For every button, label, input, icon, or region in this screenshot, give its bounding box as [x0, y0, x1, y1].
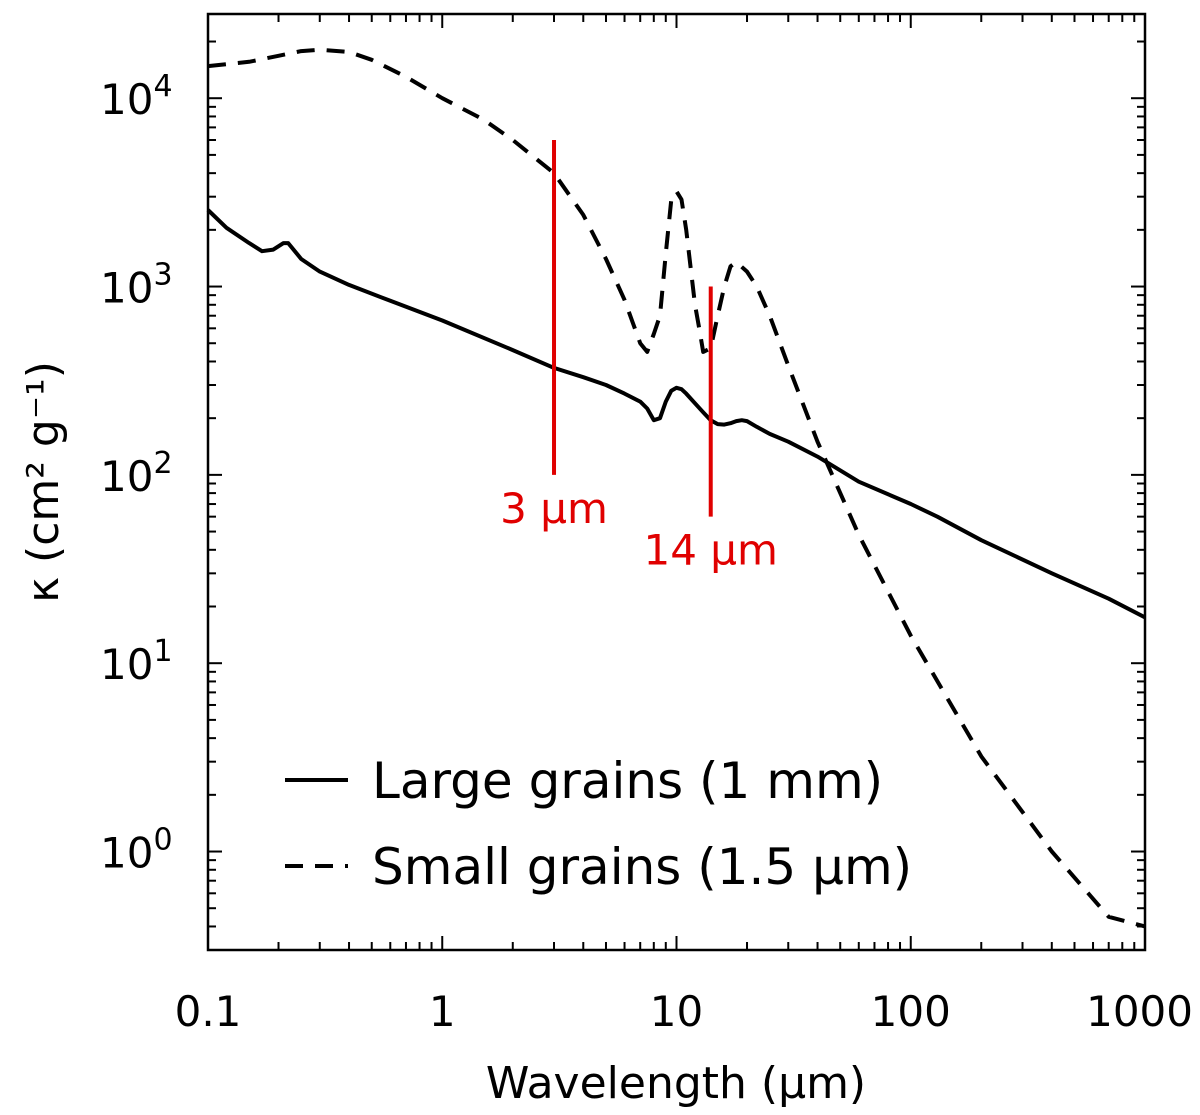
y-tick-label: 101 — [100, 634, 173, 689]
series-line-large-grains — [206, 208, 1146, 620]
x-tick-label: 1000 — [1086, 987, 1193, 1036]
legend-label-large-grains: Large grains (1 mm) — [372, 752, 883, 810]
marker-label: 3 μm — [500, 484, 608, 533]
y-tick-label: 104 — [100, 69, 173, 124]
x-tick-label: 0.1 — [175, 987, 242, 1036]
y-tick-label: 103 — [100, 258, 173, 313]
y-tick-label: 102 — [100, 446, 173, 501]
x-tick-label: 10 — [650, 987, 703, 1036]
x-axis-label: Wavelength (μm) — [486, 1058, 866, 1109]
legend: Large grains (1 mm) Small grains (1.5 μm… — [285, 752, 912, 896]
series-layer — [206, 47, 1146, 929]
plot-frame — [206, 12, 1147, 952]
x-tick-labels: 0.1 1 10 100 1000 — [175, 987, 1193, 1036]
marker-label: 14 μm — [644, 526, 778, 575]
y-tick-label: 100 — [100, 823, 173, 878]
y-tick-labels: 100 101 102 103 104 — [100, 69, 173, 877]
legend-label-small-grains: Small grains (1.5 μm) — [372, 838, 912, 896]
x-tick-label: 100 — [871, 987, 951, 1036]
markers-layer: 3 μm 14 μm — [500, 139, 778, 575]
x-tick-label: 1 — [429, 987, 456, 1036]
y-axis-label: κ (cm² g⁻¹) — [18, 361, 69, 603]
